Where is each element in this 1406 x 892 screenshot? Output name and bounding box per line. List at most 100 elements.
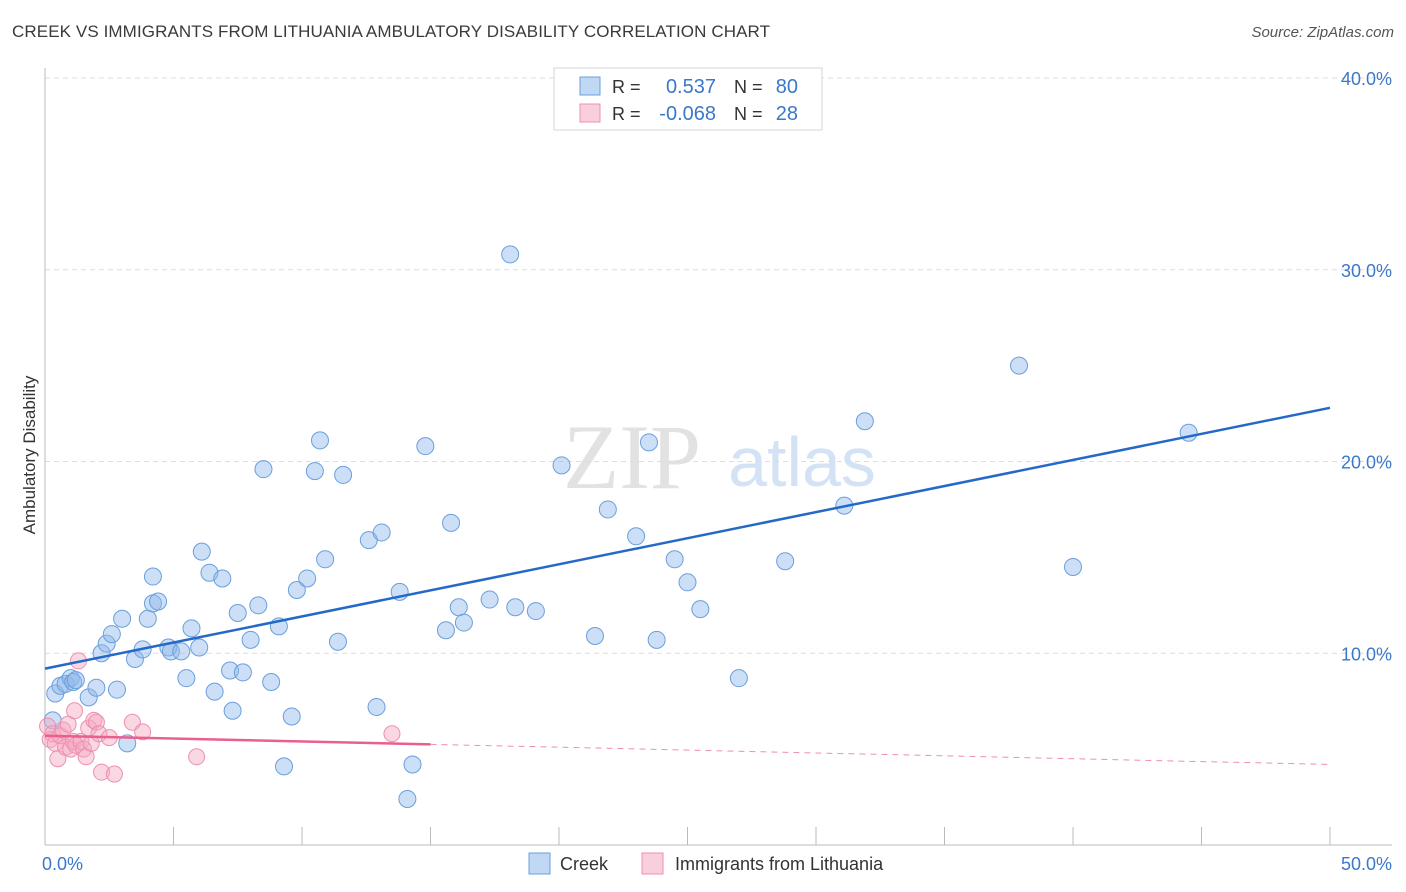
creek-point xyxy=(254,460,273,479)
bottom-legend: Creek Immigrants from Lithuania xyxy=(528,852,884,875)
creek-point xyxy=(316,550,335,569)
lithuania-point xyxy=(134,723,152,741)
source-label: Source: ZipAtlas.com xyxy=(1251,24,1394,41)
creek-point xyxy=(334,465,353,484)
legend-r-label: R = xyxy=(612,104,641,124)
creek-point xyxy=(118,734,137,753)
creek-trend-line xyxy=(44,406,1331,670)
watermark: ZIP atlas xyxy=(563,406,876,508)
x-tick-label-max: 50.0% xyxy=(1341,854,1392,874)
creek-point xyxy=(403,755,422,774)
creek-point xyxy=(449,598,468,617)
creek-point xyxy=(855,412,874,431)
lithuania-point xyxy=(77,748,95,766)
creek-point xyxy=(138,609,157,628)
creek-point xyxy=(192,542,211,561)
creek-point xyxy=(398,789,417,808)
creek-point xyxy=(213,569,232,588)
creek-point xyxy=(97,634,116,653)
bottom-legend-label-creek: Creek xyxy=(560,854,609,874)
creek-point xyxy=(233,663,252,682)
legend-n-value: 28 xyxy=(776,103,798,125)
creek-point xyxy=(107,680,126,699)
creek-point xyxy=(64,673,83,692)
creek-point xyxy=(228,603,247,622)
creek-point xyxy=(639,433,658,452)
creek-point xyxy=(776,552,795,571)
creek-point xyxy=(367,697,386,716)
creek-point xyxy=(526,602,545,621)
legend-r-value: 0.537 xyxy=(666,76,716,98)
lithuania-point xyxy=(66,702,84,720)
bottom-legend-swatch-lithuania xyxy=(641,852,664,875)
lithuania-point xyxy=(93,763,111,781)
creek-point xyxy=(442,513,461,532)
lithuania-point xyxy=(85,711,103,729)
legend-swatch xyxy=(579,103,601,123)
creek-point xyxy=(298,569,317,588)
legend-n-label: N = xyxy=(734,77,763,97)
creek-point xyxy=(436,621,455,640)
creek-point xyxy=(1064,557,1082,576)
creek-point xyxy=(665,550,684,569)
axes: 10.0% 20.0% 30.0% 40.0% 0.0% 50.0% Ambulatory … xyxy=(20,68,1392,874)
legend-r-value: -0.068 xyxy=(659,103,716,125)
creek-point xyxy=(172,642,191,661)
creek-point xyxy=(143,567,162,586)
watermark-zip: ZIP xyxy=(563,406,701,508)
x-tick-label-min: 0.0% xyxy=(42,854,83,874)
creek-point xyxy=(177,669,196,688)
creek-point xyxy=(113,609,132,628)
grid-lines xyxy=(45,77,1392,654)
y-tick-label: 40.0% xyxy=(1341,69,1392,89)
creek-point xyxy=(56,674,75,693)
lithuania-trend-line xyxy=(44,734,431,746)
creek-point xyxy=(190,638,209,657)
creek-point xyxy=(372,523,391,542)
creek-point xyxy=(1010,356,1029,375)
creek-point xyxy=(182,619,201,638)
creek-point xyxy=(552,456,571,475)
y-tick-label: 20.0% xyxy=(1341,453,1392,473)
creek-point xyxy=(275,757,294,776)
creek-point xyxy=(678,573,697,592)
lithuania-trend-extension xyxy=(430,743,1331,765)
creek-point xyxy=(282,707,301,726)
creek-point xyxy=(454,613,473,632)
y-tick-label: 30.0% xyxy=(1341,261,1392,281)
lithuania-point xyxy=(383,725,401,743)
lithuania-point xyxy=(105,765,123,783)
creek-point xyxy=(310,431,329,450)
y-tick-label: 10.0% xyxy=(1341,644,1392,664)
creek-point xyxy=(691,600,710,619)
creek-point xyxy=(262,673,281,692)
creek-point xyxy=(480,590,499,609)
creek-point xyxy=(585,626,604,645)
creek-point xyxy=(66,671,85,690)
legend-swatch xyxy=(579,76,601,96)
creek-point xyxy=(241,630,260,649)
creek-point xyxy=(501,245,520,264)
creek-point xyxy=(305,462,324,481)
creek-point xyxy=(223,701,242,720)
lithuania-point xyxy=(188,748,206,766)
legend: R = 0.537 N = 80 R = -0.068 N = 28 xyxy=(553,67,823,131)
creek-point xyxy=(647,630,666,649)
creek-point xyxy=(287,580,306,599)
y-axis-label: Ambulatory Disability xyxy=(20,375,39,534)
creek-point xyxy=(506,598,525,617)
bottom-legend-swatch-creek xyxy=(528,852,551,875)
creek-point xyxy=(729,669,748,688)
creek-point xyxy=(87,678,106,697)
legend-n-value: 80 xyxy=(776,76,798,98)
bottom-legend-label-lithuania: Immigrants from Lithuania xyxy=(675,854,884,874)
chart-title: CREEK VS IMMIGRANTS FROM LITHUANIA AMBUL… xyxy=(12,22,771,41)
legend-n-label: N = xyxy=(734,104,763,124)
creek-point xyxy=(205,682,224,701)
creek-point xyxy=(102,625,121,644)
legend-r-label: R = xyxy=(612,77,641,97)
creek-point xyxy=(328,632,347,651)
creek-point xyxy=(627,527,646,546)
trend-lines xyxy=(44,406,1331,765)
